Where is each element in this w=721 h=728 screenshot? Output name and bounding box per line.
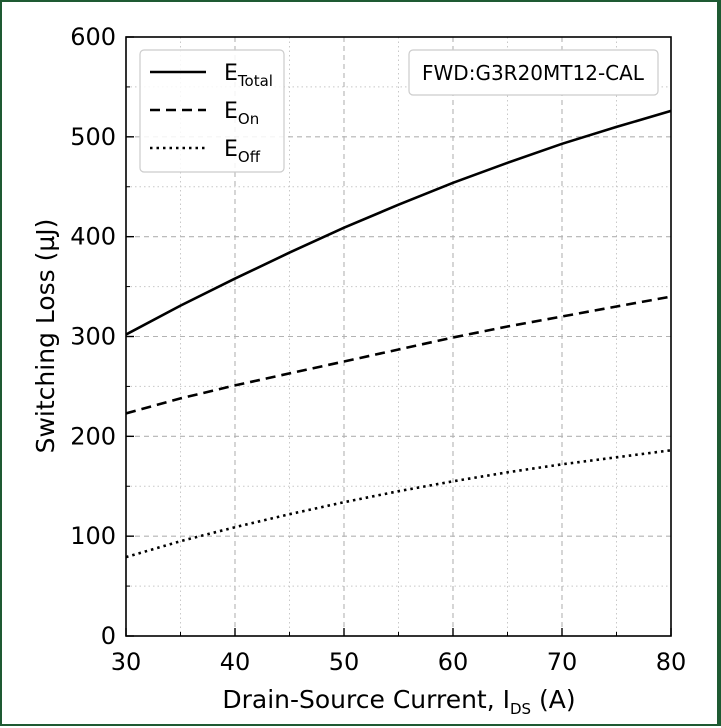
y-tick-label: 200 xyxy=(70,422,116,450)
series-line-on xyxy=(125,295,672,415)
y-tick-label: 600 xyxy=(70,23,116,51)
legend-label-on: EOn xyxy=(224,99,259,128)
x-tick-label: 60 xyxy=(438,648,469,676)
x-tick-label: 80 xyxy=(656,648,687,676)
legend: ETotal EOn EOff xyxy=(139,49,285,173)
x-tick-label: 50 xyxy=(329,648,360,676)
series-line-total xyxy=(125,109,672,336)
y-tick-label: 300 xyxy=(70,323,116,351)
series-line-off xyxy=(125,449,672,559)
legend-entries: ETotal EOn EOff xyxy=(150,61,273,166)
axis-ticks: 30 40 50 60 70 80 0 100 200 300 400 500 600 xyxy=(70,23,686,676)
annotation-text: FWD:G3R20MT12-CAL xyxy=(422,61,645,85)
y-tick-label: 500 xyxy=(70,123,116,151)
y-axis-title: Switching Loss (µJ) xyxy=(31,219,60,454)
y-tick-label: 0 xyxy=(101,622,116,650)
x-axis-title: Drain-Source Current, IDS (A) xyxy=(222,685,575,718)
annotation-frame xyxy=(408,49,659,96)
legend-box xyxy=(139,49,285,173)
x-tick-label: 40 xyxy=(220,648,251,676)
x-tick-label: 30 xyxy=(111,648,142,676)
annotation-box: FWD:G3R20MT12-CAL xyxy=(408,49,659,96)
legend-label-total: ETotal xyxy=(224,61,273,90)
y-tick-label: 400 xyxy=(70,223,116,251)
series-lines xyxy=(125,109,672,559)
x-tick-label: 70 xyxy=(547,648,578,676)
y-tick-label: 100 xyxy=(70,522,116,550)
legend-label-off: EOff xyxy=(224,137,261,166)
